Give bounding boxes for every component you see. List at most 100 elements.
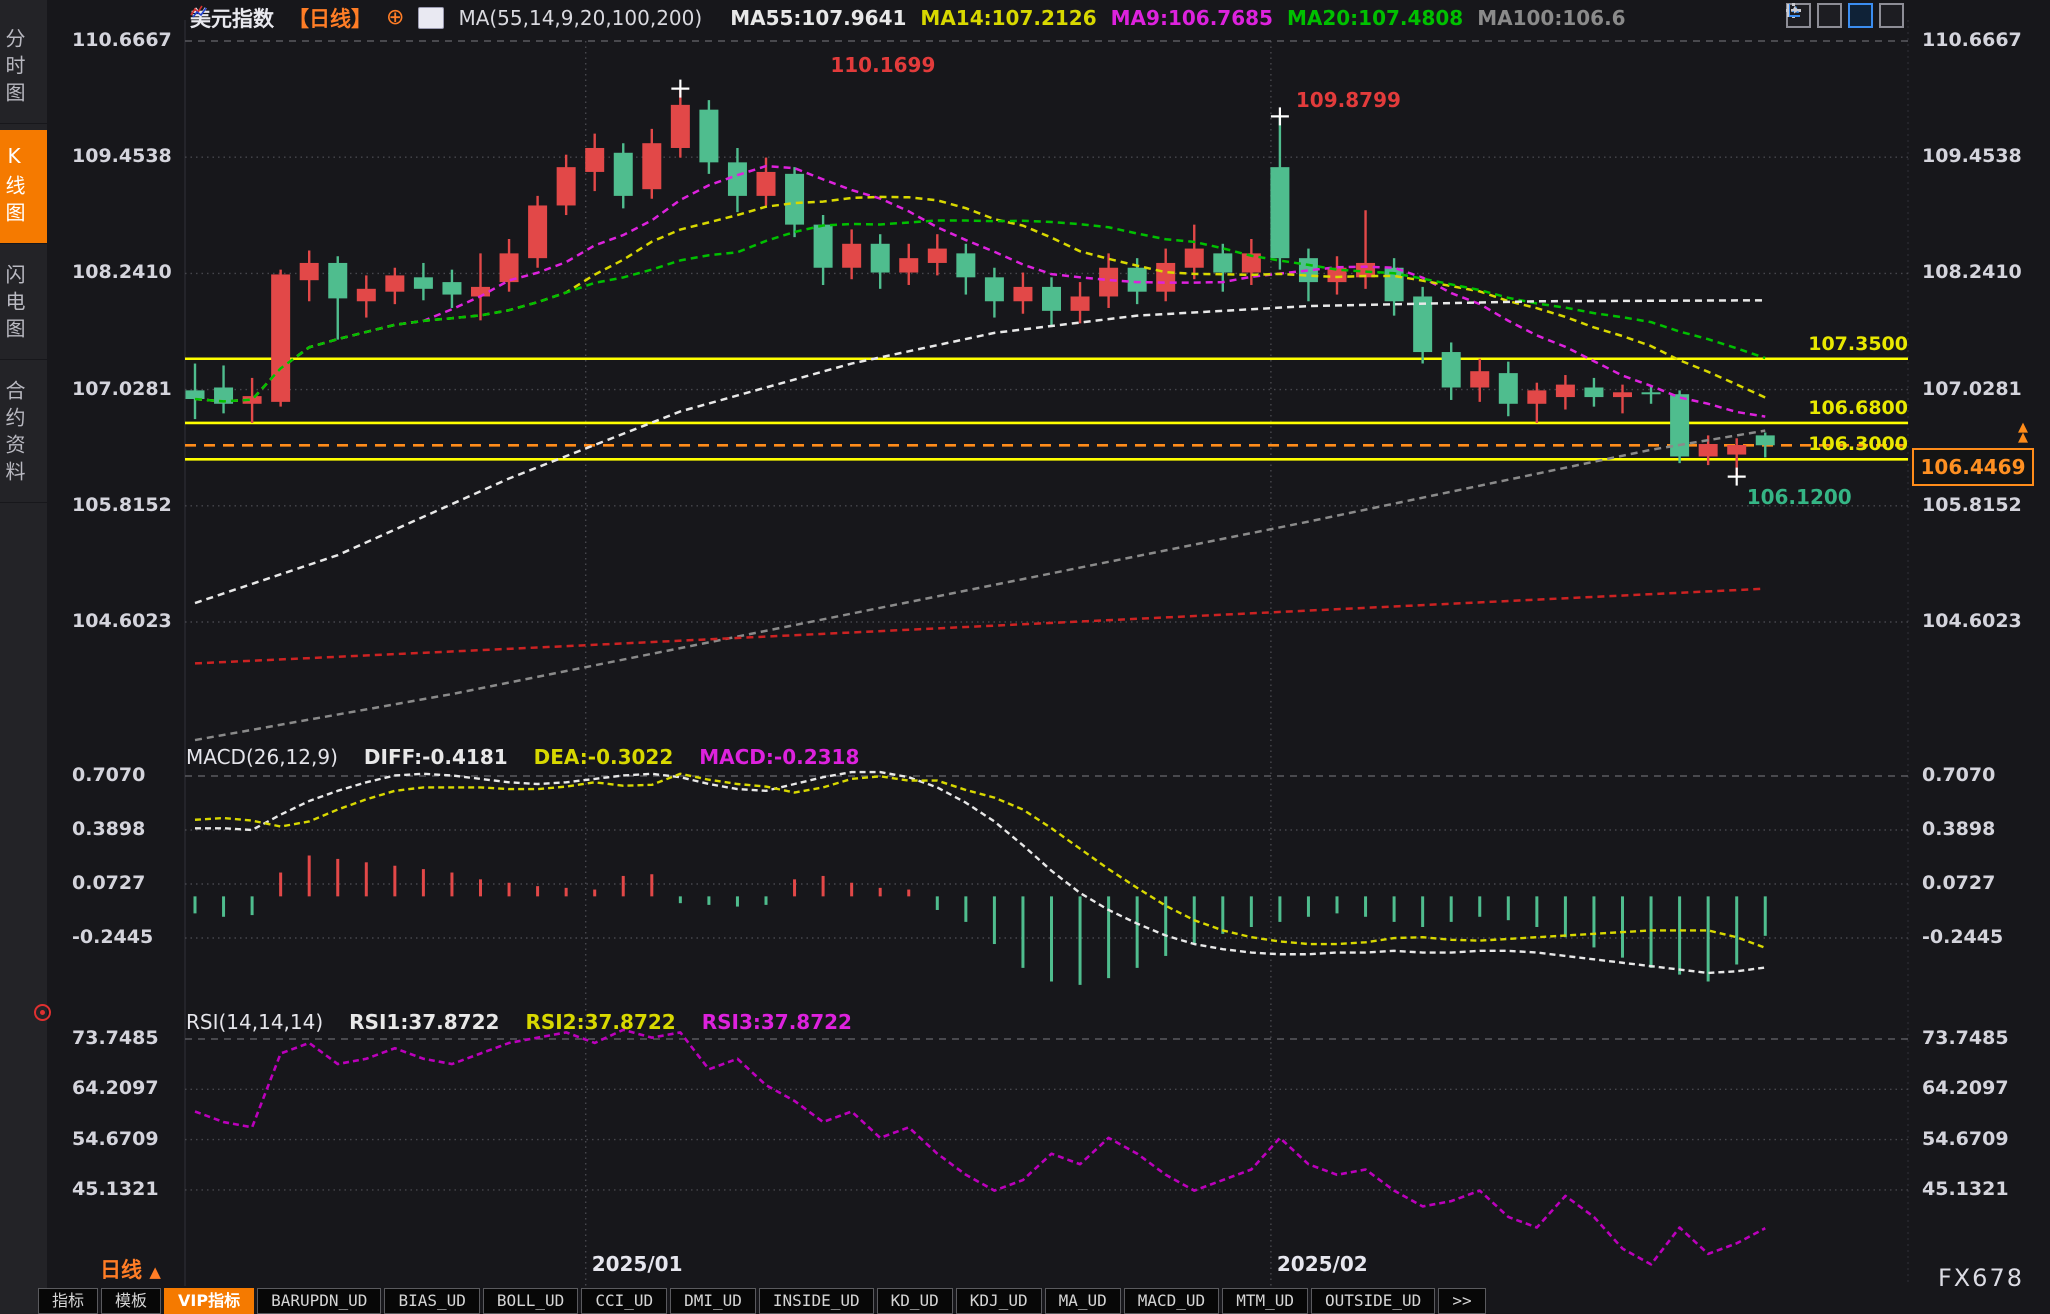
collapse-panel-icon[interactable]: [1787, 3, 1904, 28]
y-scale-active-icon[interactable]: [1787, 3, 1873, 28]
sidebar-item-4[interactable]: 合约资料: [0, 366, 47, 503]
indicator-value: RSI2:37.8722: [525, 1010, 676, 1034]
y-axis-label-left: 0.3898: [72, 818, 146, 840]
macd-dea-line: [194, 772, 1766, 949]
candle: [984, 267, 1004, 318]
indicator-tab-3[interactable]: VIP指标: [164, 1288, 255, 1314]
indicator-tab-10[interactable]: KD_UD: [876, 1288, 953, 1314]
ma-line-ma200: [194, 587, 1766, 665]
macd-diff-line: [195, 770, 1766, 975]
indicator-tab-13[interactable]: MACD_UD: [1123, 1288, 1220, 1314]
chart-style-icon[interactable]: [190, 5, 445, 29]
candle: [727, 147, 747, 213]
candle: [356, 275, 376, 318]
candle: [670, 88, 690, 158]
ma-legend-item: MA20:107.4808: [1286, 6, 1464, 30]
indicator-tab-16[interactable]: >>: [1438, 1288, 1486, 1314]
toolbar: [1786, 3, 1904, 28]
sidebar-item-2[interactable]: K线图: [0, 130, 47, 244]
candle: [413, 262, 433, 301]
y-axis-label-left: 0.7070: [72, 764, 146, 786]
indicator-tab-9[interactable]: INSIDE_UD: [758, 1288, 874, 1314]
y-axis-label-left: 64.2097: [72, 1077, 159, 1100]
candle: [1498, 361, 1518, 417]
indicator-value: DIFF:-0.4181: [363, 745, 508, 769]
candle: [1013, 272, 1033, 314]
y-axis-label-left: 45.1321: [72, 1177, 159, 1200]
candle: [585, 133, 605, 192]
y-scale-icon[interactable]: [1787, 3, 1842, 28]
candle: [1042, 277, 1061, 328]
candle: [214, 365, 234, 414]
indicator-tab-6[interactable]: BOLL_UD: [482, 1288, 579, 1314]
candle: [699, 100, 719, 174]
candle: [1099, 253, 1119, 308]
indicator-tab-5[interactable]: BIAS_UD: [384, 1288, 480, 1314]
y-axis-label-left: 0.0727: [72, 872, 146, 894]
candle: [927, 234, 947, 276]
ma-legend-item: MA55:107.9641: [730, 6, 907, 30]
y-axis-label-right: 73.7485: [1922, 1027, 2009, 1049]
x-axis-month-label: 2025/01: [591, 1252, 683, 1276]
indicator-value: MACD:-0.2318: [699, 745, 860, 769]
indicator-tab-2[interactable]: 模板: [101, 1288, 162, 1314]
ma-line-ma9: [194, 164, 1766, 418]
indicator-tab-8[interactable]: DMI_UD: [670, 1288, 756, 1314]
candle: [242, 377, 262, 423]
indicator-tab-11[interactable]: KDJ_UD: [955, 1288, 1042, 1314]
candle: [1184, 224, 1204, 280]
y-axis-label-left: 108.2410: [72, 261, 172, 284]
indicator-tab-12[interactable]: MA_UD: [1044, 1288, 1121, 1314]
indicator-value: RSI1:37.8722: [349, 1010, 500, 1034]
indicator-tab-1[interactable]: 指标: [38, 1288, 99, 1314]
indicator-tab-14[interactable]: MTM_UD: [1222, 1288, 1308, 1314]
candle: [1470, 358, 1490, 402]
y-axis-label-right: 54.6709: [1922, 1127, 2009, 1150]
candle: [785, 167, 805, 238]
candle: [499, 238, 519, 292]
y-axis-label-right: 64.2097: [1922, 1077, 2009, 1100]
price-up-arrow-icon: ▲ ▲: [2018, 420, 2028, 446]
ma-legend-item: MA9:106.7685: [1110, 6, 1273, 30]
candle: [1441, 342, 1461, 400]
candle: [956, 243, 976, 295]
price-annotation: 106.1200: [1746, 484, 1852, 509]
current-price-badge: 106.4469: [1912, 448, 2034, 487]
indicator-tab-15[interactable]: OUTSIDE_UD: [1310, 1288, 1436, 1314]
y-axis-label-right: 105.8152: [1922, 493, 2022, 516]
ma-line-ma20: [194, 219, 1766, 403]
candle: [1270, 117, 1290, 270]
indicator-value: DEA:-0.3022: [533, 745, 674, 769]
ma-legend-item: MA100:106.6: [1477, 6, 1626, 30]
period-tag[interactable]: 【日线】: [288, 7, 372, 31]
ma-legend-item: MA14:107.2126: [920, 6, 1097, 30]
y-axis-label-right: 0.3898: [1922, 818, 1996, 840]
y-axis-label-right: 109.4538: [1922, 145, 2022, 168]
indicator-tab-4[interactable]: BARUPDN_UD: [257, 1288, 382, 1314]
candle: [1413, 286, 1433, 364]
sidebar: 分时图 K线图闪电图合约资料: [0, 0, 47, 1314]
candle: [471, 253, 490, 321]
ma-params-label: MA(55,14,9,20,100,200): [458, 6, 703, 30]
candle: [328, 256, 348, 340]
candle: [899, 243, 919, 285]
add-compare-icon[interactable]: ⊕: [386, 5, 405, 30]
period-selector[interactable]: 日线 ▲: [100, 1258, 161, 1282]
price-line-label: 106.3000: [1808, 433, 1908, 456]
candle: [528, 195, 548, 268]
y-axis-label-right: 104.6023: [1922, 610, 2022, 632]
y-axis-label-right: 0.7070: [1922, 764, 1996, 786]
chart-header: 美元指数 【日线】 ⊕ MA(55,14,9,20,100,200) MA55:…: [190, 4, 1626, 32]
sidebar-item-1[interactable]: 分时图: [0, 14, 47, 124]
candle: [1213, 243, 1233, 292]
indicator-tab-7[interactable]: CCI_UD: [581, 1288, 668, 1314]
sidebar-item-3[interactable]: 闪电图: [0, 250, 47, 360]
y-axis-label-left: 109.4538: [72, 145, 172, 168]
y-axis-label-right: 107.0281: [1922, 377, 2022, 400]
candle: [1613, 384, 1632, 414]
record-dot-icon[interactable]: [34, 1004, 51, 1021]
candle: [185, 363, 205, 420]
y-axis-label-left: 54.6709: [72, 1127, 159, 1150]
